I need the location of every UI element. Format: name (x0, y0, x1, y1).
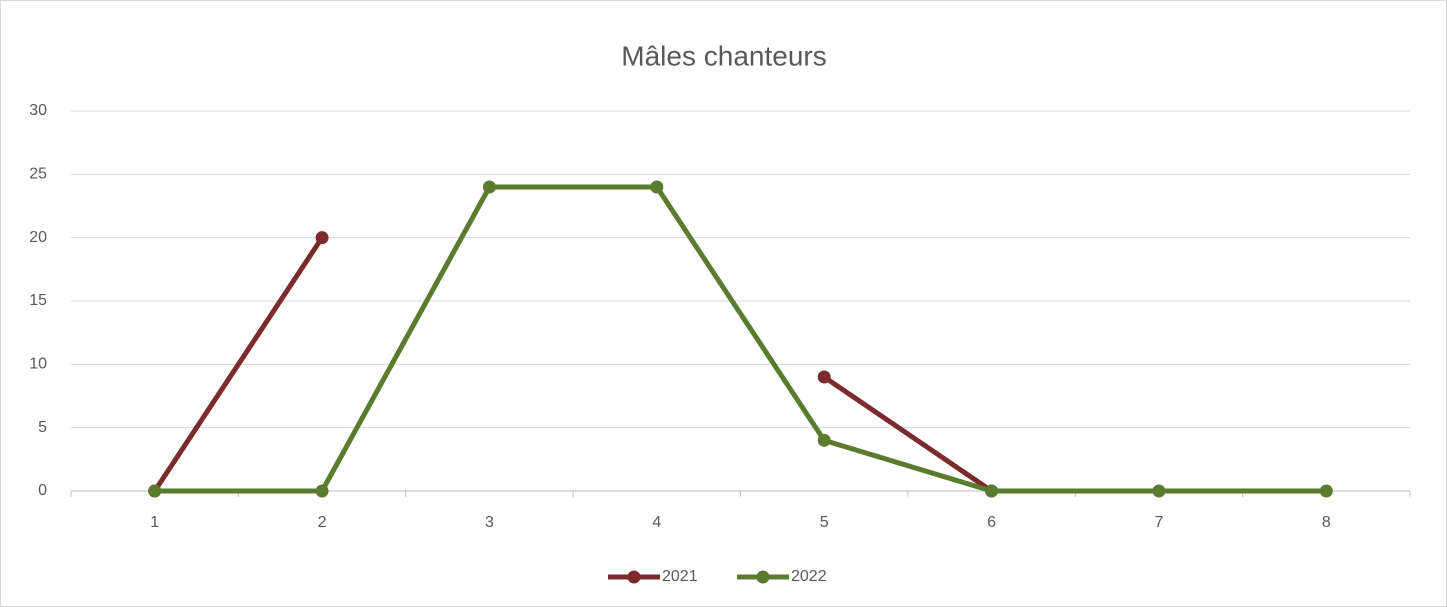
data-point (148, 484, 162, 498)
x-tick-label: 2 (318, 514, 327, 531)
x-tick-label: 3 (485, 514, 494, 531)
x-tick-label: 6 (987, 514, 996, 531)
x-tick-label: 8 (1322, 514, 1331, 531)
series-line (152, 236, 993, 494)
data-point (315, 484, 329, 498)
legend-label: 2021 (662, 568, 698, 585)
x-tick-label: 1 (150, 514, 159, 531)
y-tick-label: 30 (29, 102, 47, 119)
legend-label: 2022 (791, 568, 827, 585)
y-tick-label: 10 (29, 356, 47, 373)
series-line (154, 184, 1327, 494)
y-tick-label: 5 (38, 419, 47, 436)
x-tick-label: 4 (652, 514, 661, 531)
data-point (650, 180, 664, 194)
data-point (817, 433, 831, 447)
y-tick-label: 0 (38, 482, 47, 499)
y-tick-label: 25 (29, 166, 47, 183)
chart-title: Mâles chanteurs (621, 40, 826, 71)
data-point (985, 484, 999, 498)
y-tick-label: 20 (29, 229, 47, 246)
legend-marker (756, 570, 770, 584)
x-tick-label: 5 (820, 514, 829, 531)
data-point (482, 180, 496, 194)
data-point (1319, 484, 1333, 498)
data-point (315, 231, 329, 245)
x-tick-label: 7 (1154, 514, 1163, 531)
legend-marker (627, 570, 641, 584)
y-tick-label: 15 (29, 292, 47, 309)
data-point (1152, 484, 1166, 498)
data-point (817, 370, 831, 384)
